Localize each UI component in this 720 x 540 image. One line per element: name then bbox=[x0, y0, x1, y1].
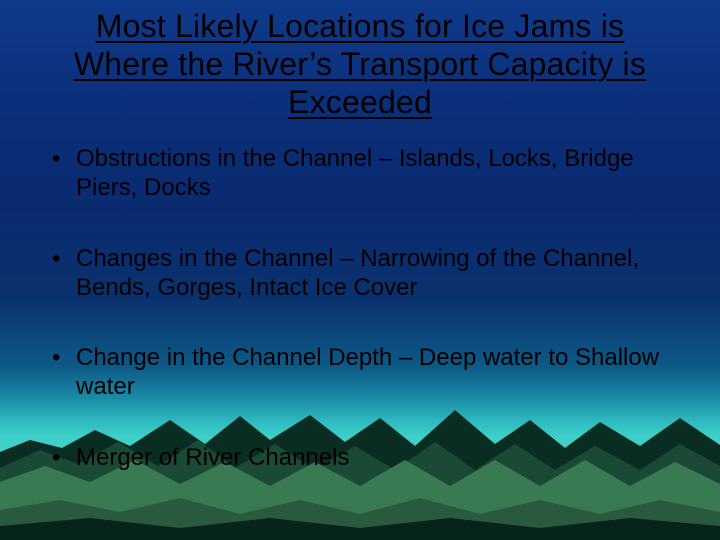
bullet-list: Obstructions in the Channel – Islands, L… bbox=[46, 145, 674, 473]
slide-title: Most Likely Locations for Ice Jams is Wh… bbox=[46, 8, 674, 121]
slide: Most Likely Locations for Ice Jams is Wh… bbox=[0, 0, 720, 540]
bullet-item: Merger of River Channels bbox=[46, 444, 674, 473]
bullet-item: Change in the Channel Depth – Deep water… bbox=[46, 344, 674, 402]
slide-content: Most Likely Locations for Ice Jams is Wh… bbox=[0, 0, 720, 540]
bullet-item: Obstructions in the Channel – Islands, L… bbox=[46, 145, 674, 203]
bullet-item: Changes in the Channel – Narrowing of th… bbox=[46, 245, 674, 303]
